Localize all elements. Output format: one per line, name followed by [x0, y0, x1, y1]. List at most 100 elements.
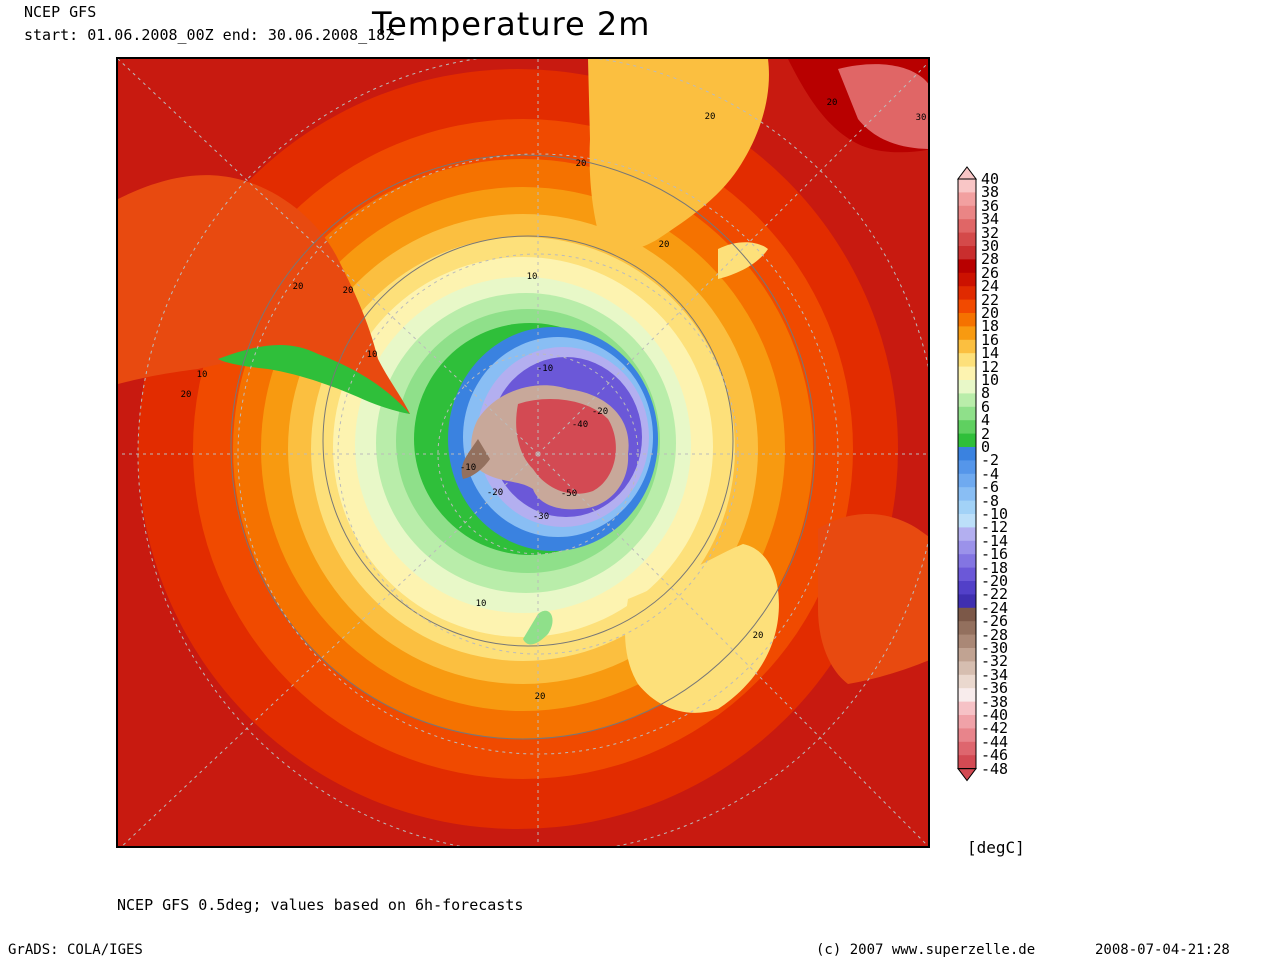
isotherm-20 [230, 154, 816, 740]
legend-swatch [958, 540, 976, 555]
contour-label: 20 [705, 112, 716, 122]
legend-tick-label: 24 [981, 277, 1000, 296]
legend-tick-label: 14 [981, 344, 1000, 363]
legend-tick-label: -48 [981, 759, 1009, 778]
legend-tick-label: -12 [981, 518, 1009, 537]
legend-tick-label: 12 [981, 357, 1000, 376]
australia [625, 544, 779, 713]
color-legend [957, 166, 977, 782]
legend-tick-label: -6 [981, 478, 1000, 497]
contour-label: 20 [343, 286, 354, 296]
legend-bottom-arrow [957, 768, 977, 782]
temperature-map: -10 -20 -40 -10 -20 -50 -30 10 10 10 10 … [116, 57, 930, 848]
legend-swatch [958, 728, 976, 743]
legend-tick-label: 32 [981, 223, 1000, 242]
legend-tick-label: -16 [981, 545, 1009, 564]
legend-swatch [958, 326, 976, 341]
legend-swatch [958, 447, 976, 461]
contour-label: 20 [827, 98, 838, 108]
contour-label: -30 [533, 512, 549, 522]
legend-tick-label: -22 [981, 585, 1009, 604]
footnote: NCEP GFS 0.5deg; values based on 6h-fore… [117, 896, 524, 914]
madagascar [718, 242, 768, 279]
south-africa [588, 59, 769, 252]
legend-swatch [958, 674, 976, 689]
contour-label: 10 [476, 599, 487, 609]
legend-swatch [958, 299, 976, 314]
legend-tick-label: -46 [981, 746, 1009, 765]
period-label: start: 01.06.2008_00Z end: 30.06.2008_18… [24, 26, 395, 44]
legend-tick-label: 18 [981, 317, 1000, 336]
legend-tick-label: 8 [981, 384, 991, 403]
contour-label: 10 [197, 370, 208, 380]
legend-top-arrow [957, 166, 977, 180]
contour-label: -50 [561, 489, 577, 499]
contour-label: 30 [916, 113, 927, 123]
legend-tick-label: 40 [981, 170, 1000, 188]
chart-title: Temperature 2m [372, 5, 651, 43]
patagonia [218, 344, 410, 414]
contour-label: 20 [576, 159, 587, 169]
contour-label: 20 [535, 692, 546, 702]
legend-tick-label: 16 [981, 330, 1000, 349]
legend-swatch [958, 500, 976, 515]
legend-swatch [958, 366, 976, 381]
legend-tick-label: -18 [981, 558, 1009, 577]
legend-swatch [958, 487, 976, 502]
contour-label: 20 [181, 390, 192, 400]
isotherm-10 [322, 235, 734, 647]
legend-tick-label: 2 [981, 424, 991, 443]
legend-tick-label: 22 [981, 290, 1000, 309]
legend-tick-label: -24 [981, 598, 1009, 617]
contour-label: -20 [592, 407, 608, 417]
legend-tick-label: 38 [981, 183, 1000, 202]
legend-swatches [957, 166, 977, 782]
legend-swatch [958, 192, 976, 207]
legend-swatch [958, 554, 976, 569]
legend-outline [957, 178, 977, 770]
legend-swatch [958, 205, 976, 220]
legend-tick-label: -34 [981, 665, 1009, 684]
antarctic-peninsula [461, 439, 490, 479]
legend-tick-label: -32 [981, 652, 1009, 671]
contour-label: 20 [753, 631, 764, 641]
legend-swatch [958, 259, 976, 274]
legend-tick-label: 6 [981, 397, 991, 416]
legend-tick-label: 28 [981, 250, 1000, 269]
legend-swatch [958, 648, 976, 662]
legend-swatch [958, 581, 976, 595]
contour-label: 10 [367, 350, 378, 360]
unit-label: [degC] [967, 838, 1025, 857]
model-label: NCEP GFS [24, 3, 97, 21]
legend-swatch [958, 473, 976, 488]
legend-tick-label: -28 [981, 625, 1009, 644]
contour-label: -40 [572, 420, 588, 430]
software-credit: GrADS: COLA/IGES [8, 942, 143, 958]
legend-tick-label: -4 [981, 464, 1000, 483]
legend-tick-label: -42 [981, 719, 1009, 738]
legend-swatch [958, 460, 976, 475]
legend-tick-label: -40 [981, 706, 1009, 724]
legend-swatch [958, 567, 976, 582]
legend-tick-label: -10 [981, 505, 1009, 523]
legend-tick-label: -26 [981, 612, 1009, 631]
contour-label: -10 [537, 364, 553, 374]
legend-tick-label: -2 [981, 451, 1000, 470]
contour-label: -20 [487, 488, 503, 498]
legend-tick-label: 10 [981, 371, 1000, 389]
legend-swatch [958, 272, 976, 287]
legend-swatch [958, 219, 976, 234]
legend-swatch [958, 406, 976, 421]
legend-tick-label: 4 [981, 411, 991, 430]
legend-swatch [958, 286, 976, 301]
new-zealand [523, 610, 553, 645]
legend-swatch [958, 313, 976, 327]
legend-swatch [958, 433, 976, 448]
legend-swatch [958, 688, 976, 703]
legend-tick-label: 0 [981, 438, 991, 456]
legend-swatch [958, 527, 976, 542]
legend-tick-label: -36 [981, 679, 1009, 698]
legend-swatch [958, 661, 976, 676]
legend-swatch [958, 594, 976, 609]
legend-swatch [958, 701, 976, 716]
